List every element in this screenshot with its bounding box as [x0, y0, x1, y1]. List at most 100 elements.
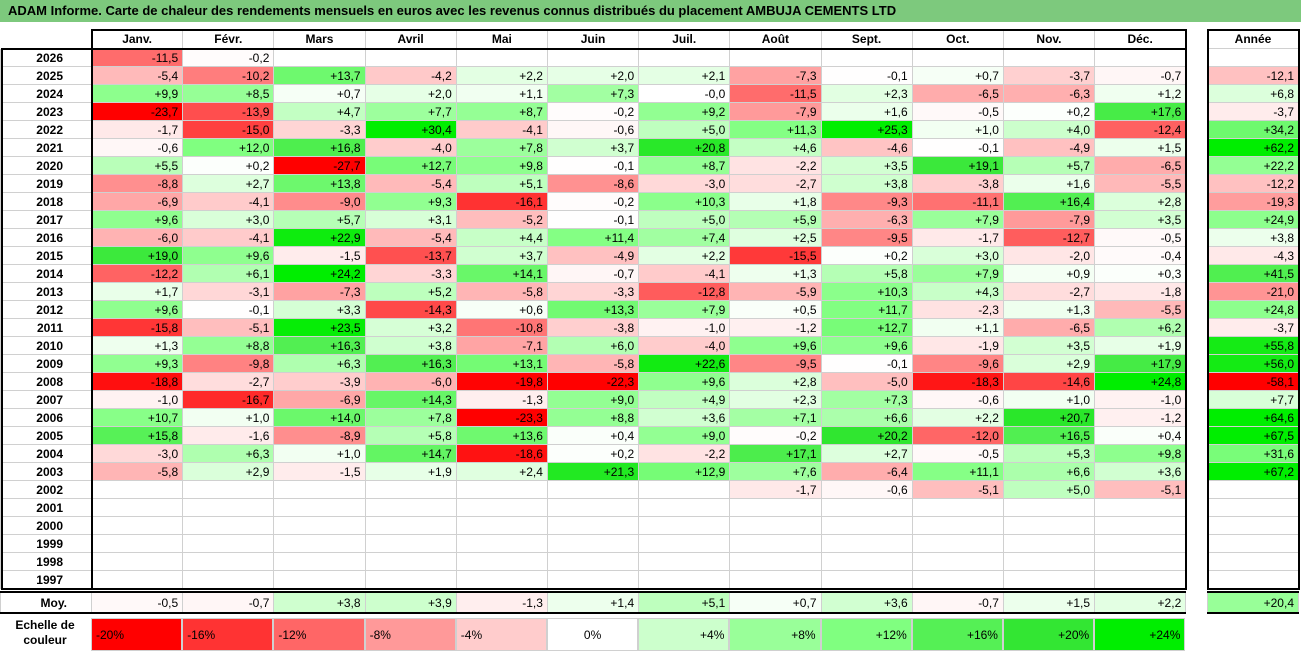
heatmap-cell: -15,5	[729, 246, 822, 265]
legend-swatch: +20%	[1003, 618, 1095, 651]
heatmap-cell	[1002, 534, 1096, 553]
year-label: 2005	[0, 426, 92, 445]
heatmap-cell: +6,1	[182, 264, 275, 283]
heatmap-cell: -16,7	[182, 390, 275, 409]
heatmap-cell: +10,3	[820, 282, 913, 301]
year-label: 2020	[0, 156, 92, 175]
heatmap-cell: -7,9	[1002, 210, 1096, 229]
heatmap-cell	[820, 516, 913, 535]
heatmap-cell: +20,2	[820, 426, 913, 445]
month-header: Sept.	[820, 29, 913, 49]
heatmap-cell: -8,6	[546, 174, 640, 193]
heatmap-cell: -4,0	[364, 138, 457, 157]
heatmap-cell	[364, 570, 457, 589]
heatmap-cell: +7,8	[364, 408, 457, 427]
heatmap-cell	[1094, 570, 1187, 589]
heatmap-cell: +1,6	[820, 102, 913, 121]
heatmap-cell: +0,4	[546, 426, 640, 445]
heatmap-cell: +4,0	[1002, 120, 1096, 139]
legend-swatch: +8%	[729, 618, 821, 651]
heatmap-cell: +7,3	[820, 390, 913, 409]
heatmap-cell: +7,9	[911, 210, 1004, 229]
heatmap-cell	[729, 498, 822, 517]
heatmap-cell: +13,8	[273, 174, 366, 193]
heatmap-cell: +9,6	[820, 336, 913, 355]
year-label: 2009	[0, 354, 92, 373]
average-cell: +3,6	[820, 591, 913, 614]
heatmap-cell: +1,2	[1094, 84, 1187, 103]
legend-label: Echelle de couleur	[15, 618, 75, 647]
heatmap-cell	[455, 48, 548, 67]
heatmap-cell: +4,7	[273, 102, 366, 121]
heatmap-cell: +5,5	[90, 156, 184, 175]
heatmap-cell: -3,0	[90, 444, 184, 463]
heatmap-cell: +4,3	[911, 282, 1004, 301]
annual-cell	[1207, 48, 1299, 67]
average-cell: +2,2	[1094, 591, 1187, 614]
annual-cell: -4,3	[1207, 246, 1299, 265]
heatmap-cell: +0,2	[546, 444, 640, 463]
chart-title: ADAM Informe. Carte de chaleur des rende…	[0, 0, 1301, 22]
heatmap-cell: +9,6	[729, 336, 822, 355]
year-label: 2017	[0, 210, 92, 229]
month-header: Nov.	[1002, 29, 1096, 49]
annual-cell: +64,6	[1207, 408, 1299, 427]
heatmap-cell: +2,2	[638, 246, 731, 265]
heatmap-cell	[273, 570, 366, 589]
heatmap-cell: -5,4	[364, 174, 457, 193]
heatmap-cell: +14,1	[455, 264, 548, 283]
heatmap-cell: -2,3	[911, 300, 1004, 319]
color-scale-legend: Echelle de couleur -20% -16% -12% -8% -4% 0% +…	[0, 616, 1190, 651]
annual-cell: +34,2	[1207, 120, 1299, 139]
heatmap-cell: -5,5	[1094, 300, 1187, 319]
heatmap-cell	[273, 480, 366, 499]
heatmap-cell: +1,7	[90, 282, 184, 301]
heatmap-cell: -6,3	[820, 210, 913, 229]
year-row: 2013 +1,7 -3,1 -7,3 +5,2 -5,8 -3,3 -12,8 -5,9 +10…	[0, 282, 1187, 301]
legend-swatch: +24%	[1094, 618, 1186, 651]
year-row: 2023 -23,7 -13,9 +4,7 +7,7 +8,7 -0,2 +9,2 -7,9 +1…	[0, 102, 1187, 121]
heatmap-cell	[638, 48, 731, 67]
heatmap-cell: +7,3	[546, 84, 640, 103]
heatmap-cell	[729, 48, 822, 67]
heatmap-cell	[638, 498, 731, 517]
heatmap-cell: +12,7	[820, 318, 913, 337]
legend-swatch: 0%	[547, 618, 639, 651]
annual-average-cell: +20,4	[1207, 591, 1299, 614]
heatmap-cell: +6,6	[820, 408, 913, 427]
heatmap-cell	[911, 570, 1004, 589]
heatmap-cell: +6,2	[1094, 318, 1187, 337]
heatmap-cell: -3,7	[1002, 66, 1096, 85]
heatmap-cell: -9,5	[820, 228, 913, 247]
heatmap-cell: +16,3	[273, 336, 366, 355]
annual-cell: -3,7	[1207, 102, 1299, 121]
heatmap-cell	[273, 534, 366, 553]
year-label: 2013	[0, 282, 92, 301]
heatmap-cell: +2,7	[182, 174, 275, 193]
annual-cell: +22,2	[1207, 156, 1299, 175]
heatmap-cell	[364, 480, 457, 499]
heatmap-cell	[1094, 498, 1187, 517]
heatmap-cell: -1,0	[90, 390, 184, 409]
year-label: 2023	[0, 102, 92, 121]
year-label: 2002	[0, 480, 92, 499]
heatmap-cell: -8,9	[273, 426, 366, 445]
year-row: 2010 +1,3 +8,8 +16,3 +3,8 -7,1 +6,0 -4,0 +9,6 +9,…	[0, 336, 1187, 355]
heatmap-cell: +1,3	[1002, 300, 1096, 319]
heatmap-cell: +17,6	[1094, 102, 1187, 121]
heatmap-cell: -1,3	[455, 390, 548, 409]
heatmap-cell: +0,4	[1094, 426, 1187, 445]
heatmap-cell: -1,2	[729, 318, 822, 337]
heatmap-cell: +5,9	[729, 210, 822, 229]
annual-cell	[1207, 480, 1299, 499]
heatmap-cell	[729, 570, 822, 589]
heatmap-cell: -13,7	[364, 246, 457, 265]
year-row: 2006 +10,7 +1,0 +14,0 +7,8 -23,3 +8,8 +3,6 +7,1 +…	[0, 408, 1187, 427]
heatmap-cell: +16,3	[364, 354, 457, 373]
year-label: 2000	[0, 516, 92, 535]
heatmap-cell	[546, 498, 640, 517]
heatmap-cell: -1,5	[273, 462, 366, 481]
heatmap-cell	[546, 516, 640, 535]
annual-row	[1207, 48, 1299, 67]
annual-cell: +24,9	[1207, 210, 1299, 229]
